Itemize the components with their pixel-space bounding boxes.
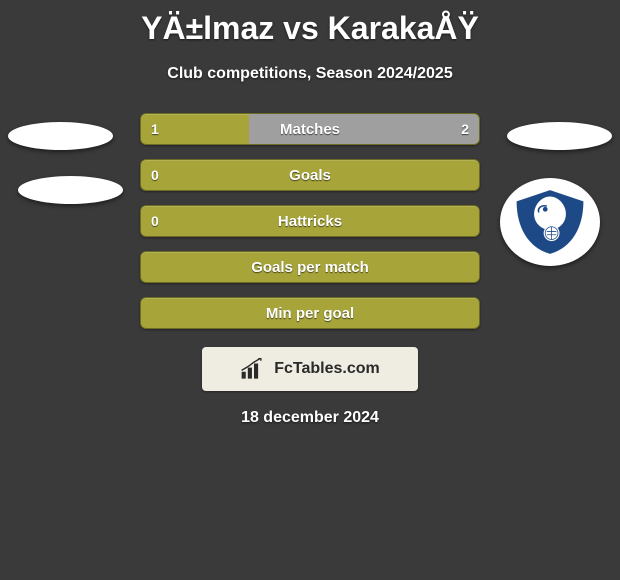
- stat-label: Goals: [289, 167, 331, 184]
- stat-label: Matches: [280, 121, 340, 138]
- stat-row-min-per-goal: Min per goal: [140, 297, 480, 329]
- club-badge-right: [500, 178, 600, 266]
- stat-left-value: 1: [151, 121, 159, 137]
- watermark-text: FcTables.com: [274, 360, 380, 378]
- page-title: YÄ±lmaz vs KarakaÅŸ: [0, 0, 620, 47]
- stat-left-value: 0: [151, 213, 159, 229]
- fctables-logo-icon: [240, 358, 268, 380]
- stat-label: Goals per match: [251, 259, 369, 276]
- stat-row-matches: 1 Matches 2: [140, 113, 480, 145]
- footer-date: 18 december 2024: [0, 409, 620, 427]
- player-left-avatar-1: [8, 122, 113, 150]
- stat-label: Hattricks: [278, 213, 342, 230]
- player-right-avatar-1: [507, 122, 612, 150]
- stat-label: Min per goal: [266, 305, 354, 322]
- watermark: FcTables.com: [202, 347, 418, 391]
- player-left-avatar-2: [18, 176, 123, 204]
- stat-row-goals: 0 Goals: [140, 159, 480, 191]
- stat-left-value: 0: [151, 167, 159, 183]
- stat-row-hattricks: 0 Hattricks: [140, 205, 480, 237]
- stats-container: 1 Matches 2 0 Goals 0 Hattricks Goals pe…: [140, 113, 480, 329]
- club-logo-icon: [510, 187, 590, 257]
- stat-right-value: 2: [461, 121, 469, 137]
- page-subtitle: Club competitions, Season 2024/2025: [0, 65, 620, 83]
- stat-row-goals-per-match: Goals per match: [140, 251, 480, 283]
